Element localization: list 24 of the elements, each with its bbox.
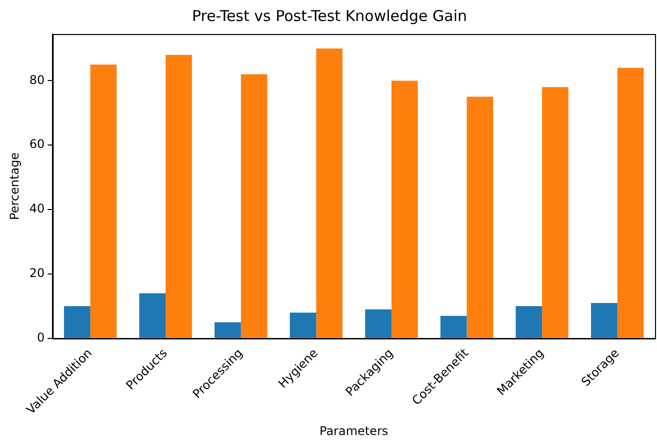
bar (516, 306, 542, 338)
y-tick-label: 40 (29, 202, 45, 216)
bar (391, 80, 418, 338)
x-axis-title: Parameters (319, 424, 388, 438)
bar (316, 48, 343, 338)
bar (466, 96, 494, 338)
bar (240, 74, 268, 338)
y-tick-label: 0 (37, 330, 45, 345)
bar (617, 68, 644, 338)
bar (214, 322, 241, 338)
bar (139, 293, 166, 338)
bar (290, 312, 316, 338)
bar (542, 87, 568, 338)
y-tick-label: 60 (29, 137, 45, 152)
y-tick-label: 80 (29, 72, 45, 87)
bar (166, 54, 192, 338)
chart-title: Pre-Test vs Post-Test Knowledge Gain (192, 6, 468, 25)
bar (90, 64, 117, 338)
bar (440, 316, 467, 338)
bar (64, 306, 90, 338)
bar (365, 309, 392, 338)
y-tick-label: 20 (29, 266, 45, 280)
y-axis-title: Percentage (7, 152, 22, 220)
bar (591, 302, 618, 338)
